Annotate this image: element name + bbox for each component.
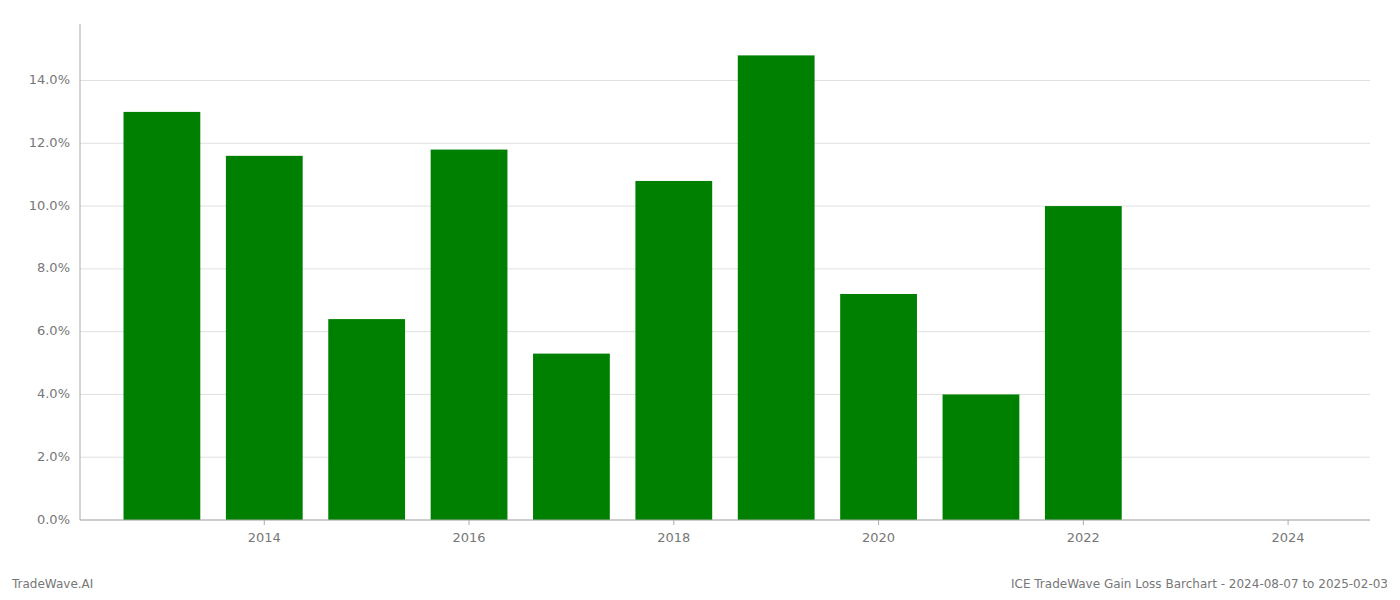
x-tick-label: 2020 — [862, 530, 895, 545]
y-tick-label: 2.0% — [37, 449, 70, 464]
x-tick-label: 2016 — [453, 530, 486, 545]
x-tick — [878, 520, 879, 525]
bar — [943, 394, 1020, 520]
footer-text: ICE TradeWave Gain Loss Barchart - 2024-… — [1011, 577, 1388, 591]
x-axis-line — [80, 520, 1370, 521]
background — [0, 0, 1400, 600]
x-tick — [673, 520, 674, 525]
grid-line — [80, 143, 1370, 144]
x-tick-label: 2018 — [657, 530, 690, 545]
y-tick-label: 14.0% — [29, 72, 70, 87]
y-grid — [80, 81, 1370, 520]
bar — [431, 150, 508, 520]
bar — [738, 55, 815, 520]
x-tick — [264, 520, 265, 525]
bar — [533, 354, 610, 520]
bar — [635, 181, 712, 520]
x-tick-label: 2022 — [1067, 530, 1100, 545]
x-tick-labels: 2014 2016 2018 2020 2022 2024 — [248, 520, 1305, 545]
y-tick-label: 6.0% — [37, 323, 70, 338]
bar — [1045, 206, 1122, 520]
y-tick-label: 8.0% — [37, 260, 70, 275]
x-tick — [1083, 520, 1084, 525]
grid-line — [80, 80, 1370, 81]
y-tick-label: 4.0% — [37, 386, 70, 401]
y-axis-line — [80, 24, 81, 520]
y-tick-label: 0.0% — [37, 512, 70, 527]
chart: 0.0%2.0%4.0%6.0%8.0%10.0%12.0%14.0%20142… — [0, 0, 1400, 600]
bar — [328, 319, 405, 520]
bar — [124, 112, 201, 520]
x-tick — [1288, 520, 1289, 525]
y-tick-labels: 0.0% 2.0% 4.0% 6.0% 8.0% 10.0% 12.0% 14.0% — [29, 72, 70, 526]
x-tick-label: 2024 — [1272, 530, 1305, 545]
x-tick-label: 2014 — [248, 530, 281, 545]
y-tick-label: 10.0% — [29, 198, 70, 213]
footer-text: TradeWave.AI — [11, 577, 93, 591]
x-tick — [469, 520, 470, 525]
bar — [226, 156, 303, 520]
grid-line — [80, 520, 1370, 521]
y-tick-label: 12.0% — [29, 135, 70, 150]
bar — [840, 294, 917, 520]
bars — [124, 55, 1122, 520]
